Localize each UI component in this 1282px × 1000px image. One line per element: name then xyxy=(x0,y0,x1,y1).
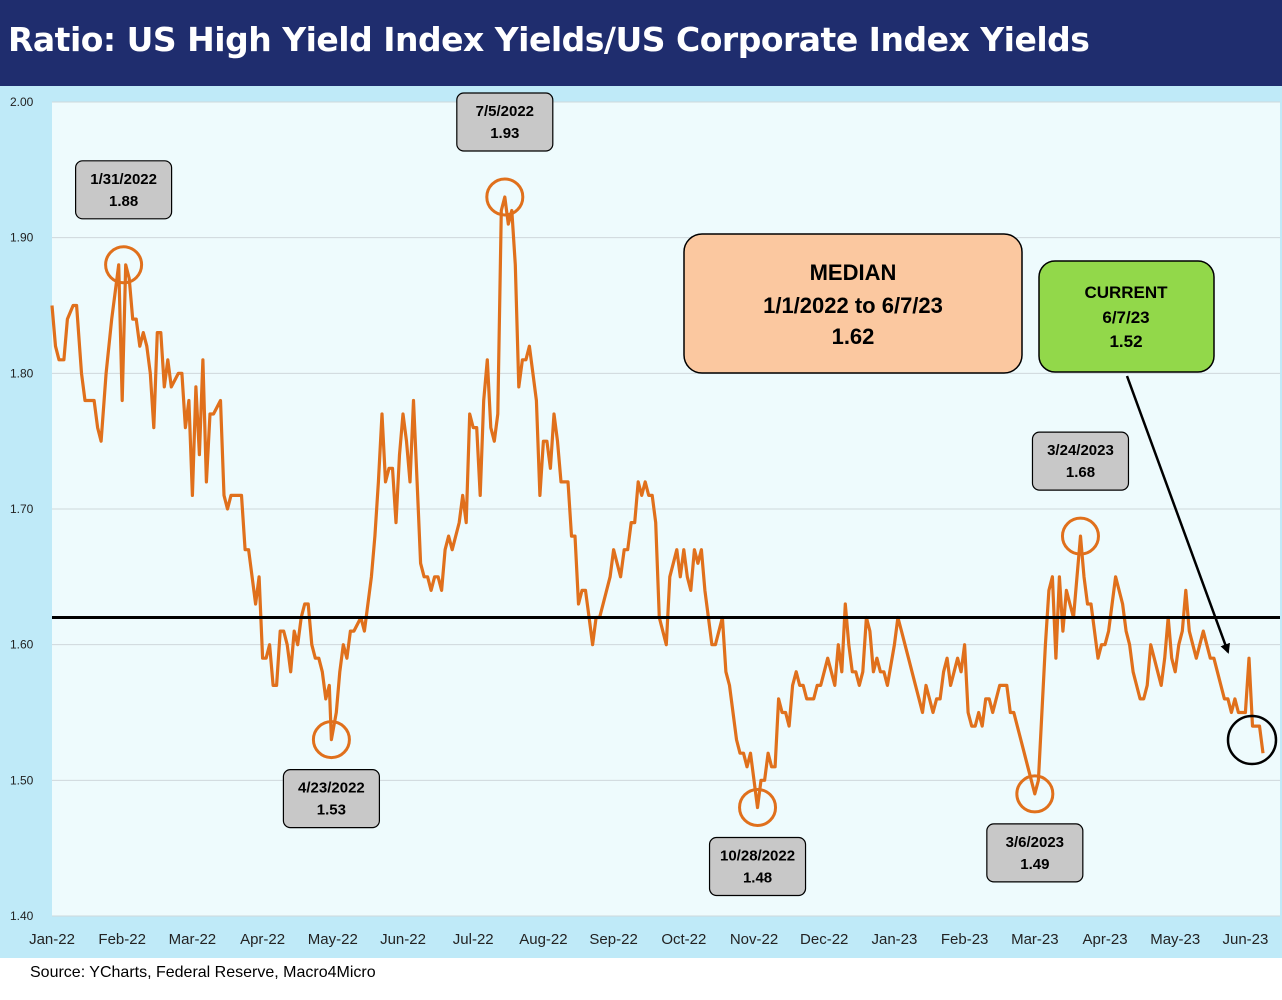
x-tick-label: Sep-22 xyxy=(589,931,637,948)
current-box-label: CURRENT xyxy=(1084,283,1168,302)
median-box-label: MEDIAN xyxy=(810,260,897,285)
median-box: MEDIAN 1/1/2022 to 6/7/23 1.62 xyxy=(683,233,1023,374)
current-arrow xyxy=(1125,375,1230,654)
callout-value: 1.49 xyxy=(1020,856,1049,873)
callout-date: 3/6/2023 xyxy=(1006,834,1064,851)
callout-oct-2022-low: 10/28/2022 1.48 xyxy=(708,787,807,897)
ratio-series-line xyxy=(50,195,1265,810)
line-chart: 2.00 1.90 1.80 1.70 1.60 1.50 1.40 Jan-22 Feb-2… xyxy=(10,92,1280,948)
callout-apr-2022-low: 4/23/2022 1.53 xyxy=(282,720,381,829)
grid-lines xyxy=(52,101,1280,917)
x-tick-label: Apr-23 xyxy=(1083,931,1128,948)
callout-value: 1.53 xyxy=(317,802,346,819)
callout-jan-2022-high: 1/31/2022 1.88 xyxy=(75,160,173,285)
y-tick-label: 1.70 xyxy=(10,502,34,516)
median-box-range: 1/1/2022 to 6/7/23 xyxy=(763,293,943,318)
y-tick-label: 1.60 xyxy=(10,638,34,652)
current-marker-circle xyxy=(1226,714,1278,766)
callout-box xyxy=(1031,431,1130,491)
median-box-value: 1.62 xyxy=(832,324,875,349)
callout-box xyxy=(708,836,807,897)
x-tick-label: Jun-22 xyxy=(380,931,426,948)
y-tick-label: 1.40 xyxy=(10,909,34,923)
x-tick-label: Jul-22 xyxy=(453,931,494,948)
callout-value: 1.48 xyxy=(743,869,772,886)
y-axis-ticks: 2.00 1.90 1.80 1.70 1.60 1.50 1.40 xyxy=(10,95,34,923)
x-tick-label: May-22 xyxy=(308,931,358,948)
callout-date: 1/31/2022 xyxy=(90,171,157,188)
callout-circle xyxy=(738,787,778,827)
callout-mar-2023-high: 3/24/2023 1.68 xyxy=(1031,431,1130,556)
title-bar: Ratio: US High Yield Index Yields/US Cor… xyxy=(0,0,1282,86)
x-axis-ticks: Jan-22 Feb-22 Mar-22 Apr-22 May-22 Jun-22 Jul-… xyxy=(29,931,1268,948)
y-tick-label: 1.80 xyxy=(10,366,34,380)
callout-box xyxy=(282,769,381,829)
y-tick-label: 2.00 xyxy=(10,95,34,109)
callout-box xyxy=(75,160,173,220)
callout-date: 7/5/2022 xyxy=(476,103,534,120)
current-box-date: 6/7/23 xyxy=(1102,308,1149,327)
callouts: 1/31/2022 1.88 7/5/2022 1.93 4/23/2022 1.53 10… xyxy=(75,92,1130,897)
x-tick-label: Jun-23 xyxy=(1223,931,1269,948)
callout-value: 1.88 xyxy=(109,193,138,210)
x-tick-label: Feb-23 xyxy=(941,931,989,948)
callout-circle xyxy=(1015,774,1055,814)
callout-date: 10/28/2022 xyxy=(720,847,795,864)
y-tick-label: 1.50 xyxy=(10,773,34,787)
callout-date: 3/24/2023 xyxy=(1047,442,1114,459)
x-tick-label: Dec-22 xyxy=(800,931,848,948)
callout-value: 1.68 xyxy=(1066,464,1095,481)
callout-box xyxy=(986,823,1084,883)
source-note: Source: YCharts, Federal Reserve, Macro4… xyxy=(30,964,376,981)
x-tick-label: Jan-23 xyxy=(871,931,917,948)
callout-date: 4/23/2022 xyxy=(298,780,365,797)
current-box: CURRENT 6/7/23 1.52 xyxy=(1038,260,1215,373)
callout-jul-2022-high: 7/5/2022 1.93 xyxy=(456,92,554,217)
chart-title: Ratio: US High Yield Index Yields/US Cor… xyxy=(8,20,1090,59)
x-tick-label: Mar-22 xyxy=(169,931,217,948)
x-tick-label: Feb-22 xyxy=(98,931,146,948)
x-tick-label: Oct-22 xyxy=(661,931,706,948)
current-box-value: 1.52 xyxy=(1109,332,1142,351)
x-tick-label: May-23 xyxy=(1150,931,1200,948)
callout-value: 1.93 xyxy=(490,125,519,142)
callout-circle xyxy=(1060,516,1100,556)
callout-circle xyxy=(485,177,525,217)
x-tick-label: Aug-22 xyxy=(519,931,567,948)
callout-circle xyxy=(104,245,144,285)
x-tick-label: Jan-22 xyxy=(29,931,75,948)
x-tick-label: Apr-22 xyxy=(240,931,285,948)
callout-box xyxy=(456,92,554,152)
callout-mar-2023-low: 3/6/2023 1.49 xyxy=(986,774,1084,883)
callout-circle xyxy=(311,720,351,760)
y-tick-label: 1.90 xyxy=(10,231,34,245)
chart-frame: 2.00 1.90 1.80 1.70 1.60 1.50 1.40 Jan-22 Feb-2… xyxy=(0,86,1282,958)
x-tick-label: Nov-22 xyxy=(730,931,778,948)
x-tick-label: Mar-23 xyxy=(1011,931,1059,948)
